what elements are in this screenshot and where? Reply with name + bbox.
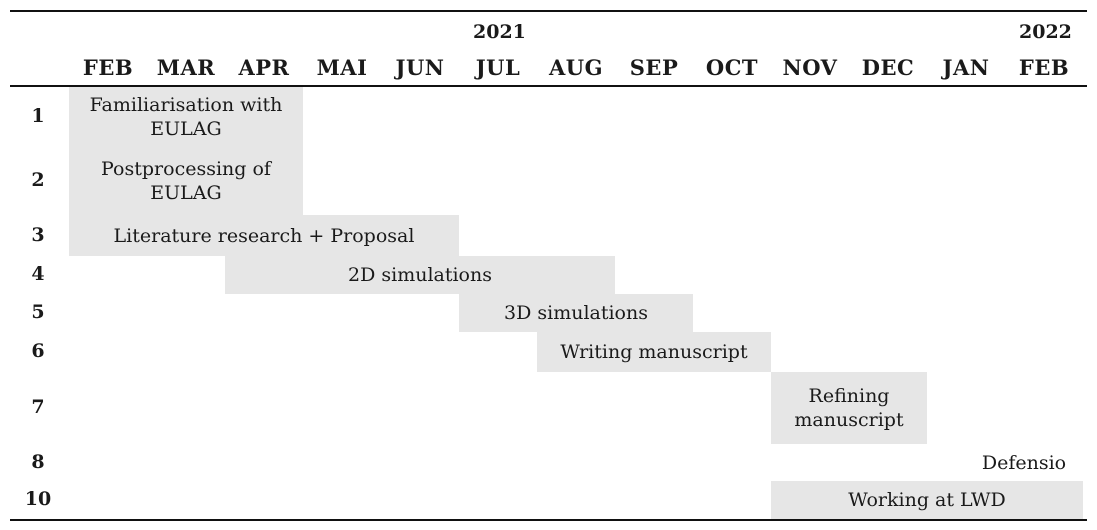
task-bar (771, 372, 927, 444)
task-label: Defensio (981, 451, 1067, 474)
year-header: 2021 (473, 21, 526, 43)
month-header: FEB (82, 55, 134, 80)
task-label: Literature research + Proposal (113, 224, 415, 247)
task-bar (69, 87, 303, 147)
month-header: JAN (942, 55, 990, 80)
month-header: AUG (548, 55, 604, 80)
month-header: OCT (705, 55, 759, 80)
month-header: FEB (1018, 55, 1070, 80)
month-header: JUL (475, 55, 521, 80)
task-number: 1 (31, 105, 45, 127)
task-label: Writing manuscript (560, 341, 748, 363)
month-header: SEP (629, 55, 679, 80)
month-header: DEC (861, 55, 915, 80)
month-header: APR (238, 55, 290, 80)
task-label: Refining manuscript (794, 385, 904, 431)
table-top-rule (10, 10, 1087, 12)
task-bar (225, 256, 615, 294)
task-number: 2 (31, 169, 45, 191)
task-number: 4 (31, 263, 45, 285)
task-label: Postprocessing of EULAG (101, 158, 271, 204)
task-bar (771, 481, 1083, 519)
task-number: 10 (24, 488, 52, 510)
month-header: JUN (395, 55, 445, 80)
task-number: 6 (31, 340, 45, 362)
task-bar (69, 215, 459, 256)
month-header: NOV (782, 55, 838, 80)
table-bottom-rule (10, 519, 1087, 521)
task-number: 7 (31, 396, 45, 418)
task-bar (69, 147, 303, 215)
month-header: MAI (316, 55, 368, 80)
task-number: 5 (31, 301, 45, 323)
task-label: Working at LWD (848, 489, 1006, 511)
task-number: 3 (31, 223, 45, 246)
task-label: 2D simulations (348, 264, 492, 286)
task-bar (459, 294, 693, 332)
year-header: 2022 (1019, 21, 1072, 43)
task-bar (537, 332, 771, 372)
header-rule (10, 85, 1087, 87)
task-label: 3D simulations (504, 302, 648, 324)
task-label: Familiarisation with EULAG (89, 94, 283, 140)
task-number: 8 (31, 450, 45, 473)
month-header: MAR (156, 55, 216, 80)
